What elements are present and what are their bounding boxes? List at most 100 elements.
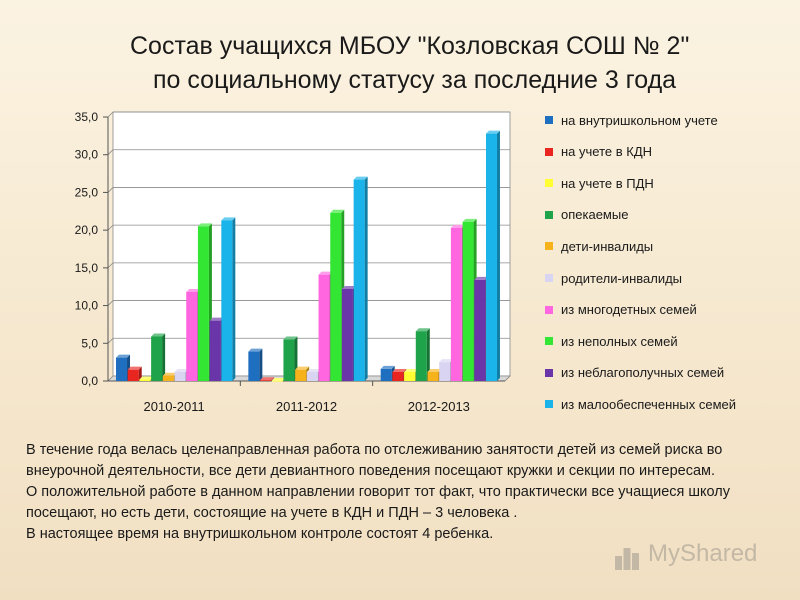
gridline-depth (107, 149, 114, 155)
legend-swatch (545, 147, 553, 156)
bar-top (353, 176, 368, 180)
legend-item: опекаемые (545, 205, 628, 225)
bar-side (138, 366, 142, 381)
bar-top (116, 354, 131, 358)
legend-swatch (545, 274, 553, 282)
bar-front (330, 212, 342, 381)
legend-swatch (545, 242, 553, 251)
legend-label: на учете в КДН (561, 144, 653, 160)
bar-top (450, 224, 465, 228)
bar-front (318, 274, 330, 381)
legend-swatch (545, 368, 553, 377)
legend-item: родители-инвалиды (545, 268, 682, 288)
bar-side (162, 333, 166, 381)
legend-item: из неполных семей (545, 331, 678, 351)
legend-item: из малообеспеченных семей (545, 394, 736, 414)
gridline-depth (107, 300, 114, 306)
bar-front (392, 371, 404, 381)
bar-top (306, 368, 321, 372)
legend-label: из неблагополучных семей (561, 365, 725, 381)
bar-side (271, 377, 275, 381)
bar-front (341, 288, 353, 381)
bar-top (139, 376, 154, 380)
legend-swatch (545, 116, 553, 124)
gridline-depth (107, 224, 114, 231)
bar-front (485, 133, 497, 381)
legend-item: дети-инвалиды (545, 236, 653, 256)
legend-item: из неблагополучных семей (545, 363, 724, 383)
bar-front (271, 381, 283, 382)
bar-top (151, 333, 166, 337)
bar-side (496, 130, 500, 381)
bar-top (330, 209, 345, 213)
bar (248, 348, 263, 381)
legend-label: родители-инвалиды (561, 270, 683, 286)
bar-front (353, 179, 365, 381)
legend-item: на учете в КДН (545, 142, 652, 162)
y-tick-label: 30,0 (75, 148, 99, 162)
description-paragraph-2: О положительной работе в данном направле… (26, 484, 730, 521)
bar-side (232, 217, 236, 381)
bar-top (260, 377, 275, 381)
y-tick-label: 20,0 (75, 223, 99, 237)
bar-top (186, 288, 201, 292)
bar-front (260, 380, 272, 381)
bar-front (186, 291, 198, 381)
bar-side (259, 348, 263, 381)
bar-front (139, 379, 151, 381)
bar-front (462, 221, 474, 381)
bar-top (271, 378, 286, 381)
bar-top (415, 328, 430, 332)
podium-icon (615, 548, 639, 570)
bar-top (427, 368, 442, 372)
bar-front (415, 331, 427, 381)
bar-top (127, 366, 142, 370)
x-tick-label: 2010-2011 (144, 399, 205, 414)
legend-label: на внутришкольном учете (561, 112, 718, 128)
bar-front (174, 371, 186, 381)
bar-top (162, 372, 177, 376)
y-tick-label: 5,0 (81, 336, 98, 350)
gridline-depth (107, 262, 114, 269)
bar-front (474, 279, 486, 381)
bar-top (462, 218, 477, 222)
y-tick-label: 15,0 (75, 261, 99, 275)
legend-item: на внутришкольном учете (545, 110, 718, 130)
bar-side (426, 328, 430, 381)
bar-front (439, 362, 451, 381)
chart-back-wall (112, 111, 511, 377)
legend-label: дети-инвалиды (561, 238, 654, 254)
y-tick-label: 25,0 (75, 185, 99, 199)
bar-top (209, 317, 224, 321)
legend-item: из многодетных семей (545, 300, 697, 320)
legend-swatch (545, 179, 553, 188)
legend-swatch (545, 400, 553, 409)
bar-front (162, 375, 174, 381)
bar-top (392, 368, 407, 372)
bar (415, 328, 430, 381)
y-tick-label: 10,0 (75, 299, 99, 313)
legend-swatch (545, 210, 553, 219)
bar-front (221, 220, 233, 381)
bar-top (341, 285, 356, 289)
x-tick-label: 2011-2012 (276, 399, 337, 414)
bar (353, 176, 368, 381)
bar (260, 377, 275, 381)
legend-label: на учете в ПДН (561, 175, 654, 191)
legend-label: из многодетных семей (561, 302, 697, 318)
bar-top (439, 359, 454, 363)
chart-bars (116, 130, 500, 382)
bar-front (116, 357, 128, 381)
description-paragraph-3: В настоящее время на внутришкольном конт… (26, 526, 494, 542)
bar-front (197, 226, 209, 381)
bar-chart: 0,0 5,0 10,0 15,0 20,0 25,0 30,0 35,0 2010-2011 2… (75, 110, 511, 414)
bar-top (197, 223, 212, 227)
bar (127, 366, 142, 381)
gridline-depth (107, 338, 114, 344)
description-paragraph-1: В течение года велась целенаправленная р… (26, 442, 723, 479)
legend-item: на учете в ПДН (545, 173, 654, 193)
bar-top (283, 336, 298, 340)
legend-swatch (545, 305, 553, 314)
bar-front (404, 371, 416, 381)
bar-front (306, 371, 318, 381)
